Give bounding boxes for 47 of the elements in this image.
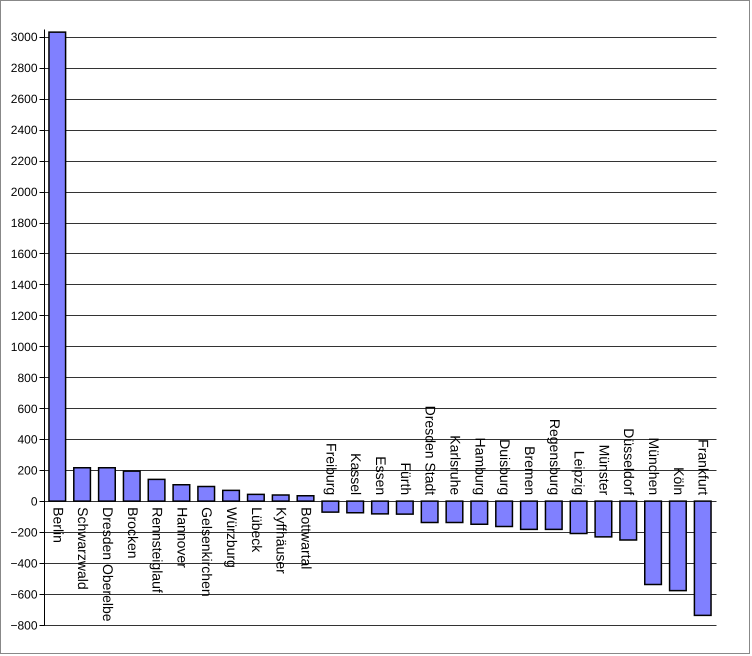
y-tick-label: −200 <box>10 526 38 540</box>
x-tick-label: Schwarzwald <box>75 507 92 590</box>
y-tick-label: 1800 <box>10 216 38 230</box>
y-tick-label: 1400 <box>10 278 38 292</box>
y-tick-label: 3000 <box>10 30 38 44</box>
x-tick-label: Düsseldorf <box>621 428 638 496</box>
y-tick-label: 0 <box>30 494 38 509</box>
x-tick-label: Kassel <box>348 453 364 496</box>
x-tick-label: Essen <box>373 456 389 496</box>
x-tick-label: München <box>646 438 662 496</box>
x-tick-label: Hamburg <box>472 438 488 496</box>
x-tick-label: Freiburg <box>323 443 340 496</box>
y-tick-label: 1000 <box>10 340 38 354</box>
x-tick-label: Karlsruhe <box>447 435 464 496</box>
y-tick-label: 2000 <box>10 185 38 200</box>
y-tick-label: 1200 <box>10 308 38 323</box>
x-tick-label: Münster <box>596 444 612 496</box>
x-tick-label: Frankfurt <box>696 439 712 496</box>
x-tick-label: Köln <box>670 467 687 496</box>
x-tick-label: Duisburg <box>497 439 514 496</box>
y-tick-label: 2200 <box>10 154 38 168</box>
y-tick-label: 600 <box>17 402 38 416</box>
y-tick-label: 200 <box>17 464 38 478</box>
y-tick-label: 1600 <box>10 246 38 261</box>
x-tick-label: Würzburg <box>224 507 240 568</box>
y-tick-label: 2600 <box>10 92 38 106</box>
x-tick-label: Brocken <box>124 507 141 559</box>
x-tick-label: Bremen <box>522 446 538 496</box>
y-tick-label: −800 <box>10 618 38 632</box>
x-tick-label: Leipzig <box>572 450 588 496</box>
x-tick-label: Hannover <box>174 507 190 568</box>
x-tick-label: Regensburg <box>546 418 563 496</box>
y-tick-label: 2400 <box>10 123 38 138</box>
y-tick-label: 2800 <box>10 61 38 76</box>
x-tick-label: Bottwartal <box>298 507 315 570</box>
x-tick-label: Berlin <box>50 507 66 543</box>
y-tick-label: 400 <box>17 432 38 447</box>
y-tick-label: −400 <box>10 556 38 571</box>
x-tick-label: Fürth <box>398 462 414 496</box>
x-tick-label: Kyffhäuser <box>274 507 290 574</box>
x-tick-label: Gelsenkirchen <box>199 507 216 597</box>
x-tick-label: Dresden Stadt <box>422 406 439 496</box>
y-tick-label: −600 <box>10 588 38 602</box>
x-tick-label: Lübeck <box>248 507 265 554</box>
y-tick-label: 800 <box>17 370 38 385</box>
x-tick-label: Rennsteiglauf <box>150 507 166 593</box>
x-tick-label: Dresden Oberelbe <box>100 507 116 622</box>
